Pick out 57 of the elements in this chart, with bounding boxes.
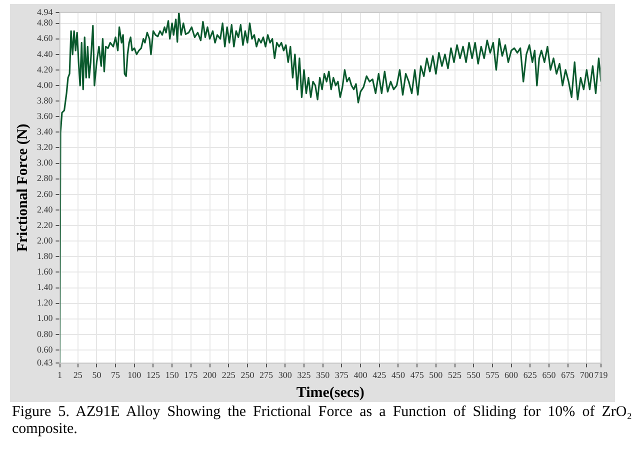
x-tick-label: 475 <box>410 370 424 380</box>
y-tick-label: 0.43 <box>37 358 54 368</box>
x-tick-label: 575 <box>486 370 500 380</box>
x-tick-label: 100 <box>128 370 142 380</box>
x-tick-label: 375 <box>334 370 349 380</box>
y-tick-label: 4.60 <box>37 33 54 44</box>
y-tick-label: 3.60 <box>37 110 54 121</box>
x-tick-label: 675 <box>561 370 576 380</box>
y-tick-label: 2.80 <box>37 173 54 184</box>
y-tick-label: 3.80 <box>37 95 54 106</box>
x-tick-label: 150 <box>165 370 180 380</box>
y-tick-label: 2.40 <box>37 204 54 214</box>
y-tick-label: 3.40 <box>37 126 54 137</box>
y-tick-label: 1.00 <box>37 313 54 324</box>
x-tick-label: 50 <box>92 370 102 380</box>
x-tick-label: 700 <box>580 370 594 380</box>
x-tick-label: 425 <box>372 370 387 380</box>
x-tick-label: 719 <box>594 370 608 380</box>
x-tick-label: 525 <box>448 370 462 380</box>
y-tick-label: 4.94 <box>37 6 54 17</box>
y-tick-label: 2.20 <box>37 220 54 230</box>
y-tick-label: 3.20 <box>37 142 54 152</box>
y-tick-label: 1.60 <box>37 266 54 277</box>
x-tick-label: 175 <box>184 370 198 380</box>
y-tick-label: 1.40 <box>37 282 54 292</box>
y-tick-label: 2.00 <box>37 235 54 246</box>
y-tick-label: 1.20 <box>37 298 54 308</box>
y-tick-label: 1.80 <box>37 250 54 261</box>
x-tick-label: 600 <box>504 370 519 380</box>
x-tick-label: 275 <box>260 370 274 380</box>
x-axis-title: Time(secs) <box>296 384 364 401</box>
y-tick-label: 0.60 <box>37 344 54 354</box>
y-tick-label: 4.40 <box>37 48 54 59</box>
x-tick-label: 325 <box>297 370 312 380</box>
x-tick-label: 400 <box>354 370 368 380</box>
y-tick-label: 4.20 <box>37 64 54 74</box>
y-tick-label: 3.00 <box>37 158 54 168</box>
y-tick-label: 2.60 <box>37 188 54 199</box>
y-tick-label: 4.80 <box>37 18 54 28</box>
x-tick-label: 450 <box>391 370 406 380</box>
x-tick-label: 1 <box>58 370 62 380</box>
y-tick-label: 0.80 <box>37 328 54 339</box>
y-tick-label: 4.00 <box>37 80 54 90</box>
x-tick-label: 625 <box>523 370 538 380</box>
x-tick-label: 650 <box>542 370 556 380</box>
x-tick-label: 550 <box>466 370 481 380</box>
x-tick-label: 225 <box>222 370 236 380</box>
x-tick-label: 125 <box>146 370 160 380</box>
caption: Figure 5. AZ91E Alloy Showing the Frictional Force as a Function of Sliding for 10% of ZrO₂ composite. <box>12 404 632 438</box>
y-axis-title: Frictional Force (N) <box>14 124 31 252</box>
x-tick-label: 200 <box>203 370 218 380</box>
x-tick-label: 500 <box>429 370 444 380</box>
x-tick-label: 350 <box>316 370 330 380</box>
x-tick-label: 300 <box>278 370 292 380</box>
x-tick-label: 75 <box>111 370 121 380</box>
x-tick-label: 25 <box>73 370 83 380</box>
x-tick-label: 250 <box>240 370 255 380</box>
